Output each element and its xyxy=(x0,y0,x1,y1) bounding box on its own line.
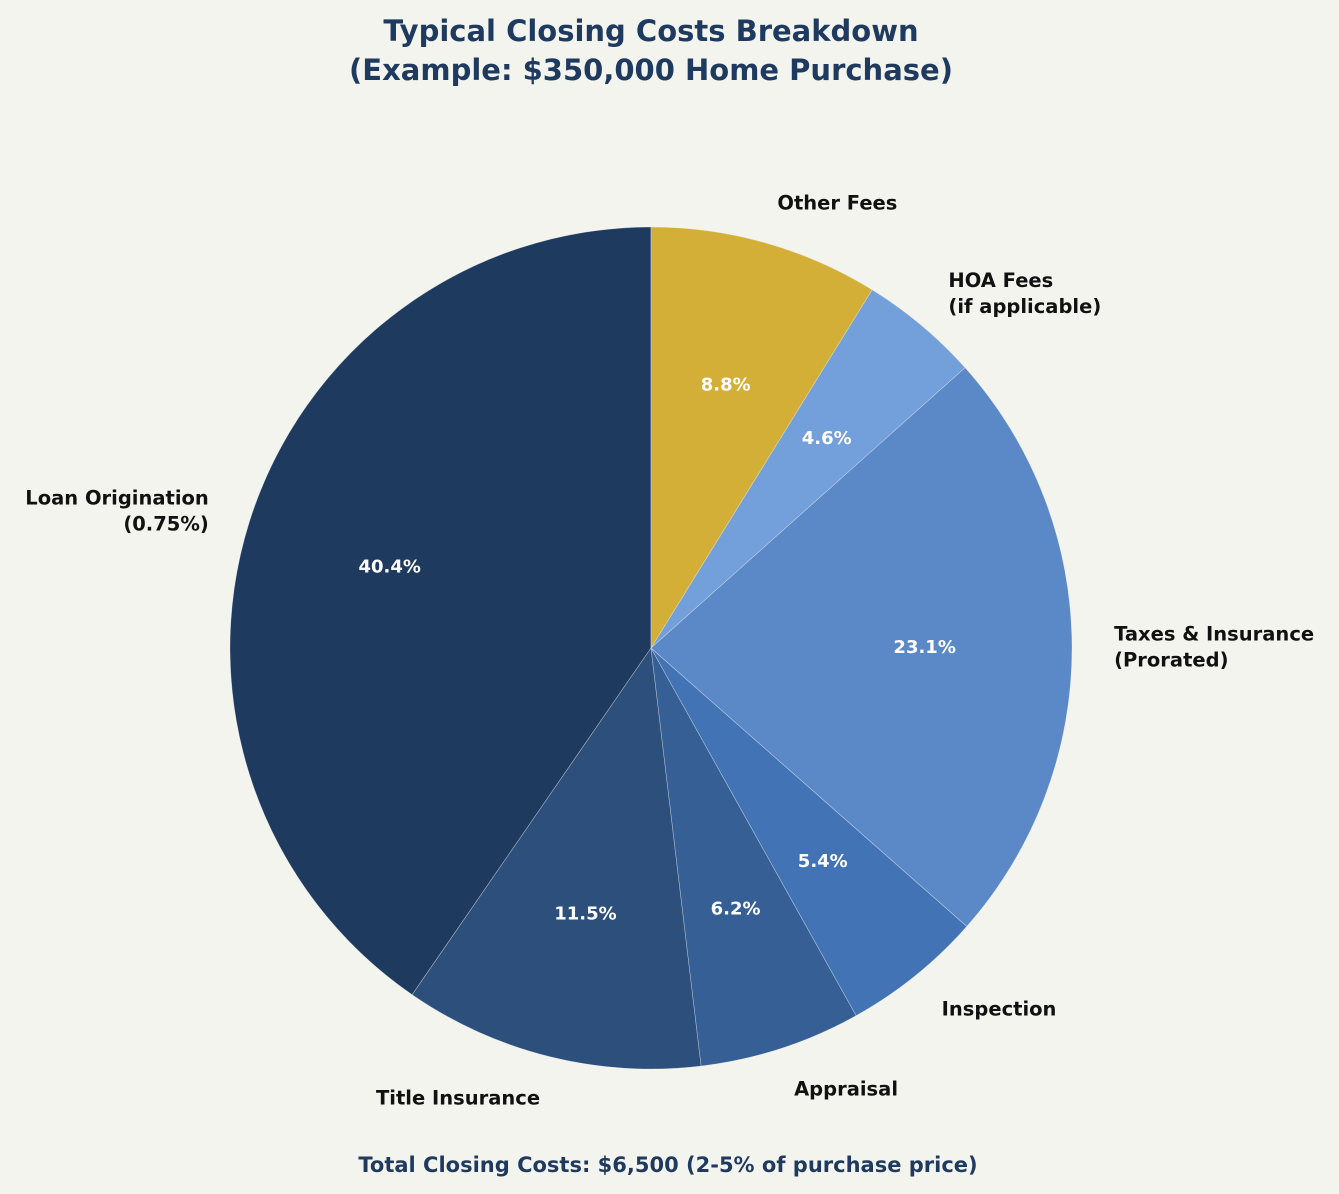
chart-title-line-1: Typical Closing Costs Breakdown xyxy=(383,14,918,48)
slice-category-label: Inspection xyxy=(942,998,1057,1021)
slice-label-line: HOA Fees xyxy=(948,269,1053,292)
pie-slice xyxy=(650,367,1073,927)
slice-category-label: Loan Origination (0.75%) xyxy=(25,486,209,535)
slice-label-line: Other Fees xyxy=(777,191,897,214)
pie-slices xyxy=(229,226,1073,1070)
slice-category-label: Other Fees xyxy=(777,191,897,214)
slice-label-line: Inspection xyxy=(942,998,1057,1021)
pie-slice xyxy=(229,226,652,996)
slice-category-label: HOA Fees (if applicable) xyxy=(948,269,1101,318)
pie-slice xyxy=(650,647,857,1067)
chart-footer: Total Closing Costs: $6,500 (2-5% of pur… xyxy=(358,1153,977,1177)
slice-percent-label: 4.6% xyxy=(802,428,852,449)
slice-percent-label: 5.4% xyxy=(798,851,848,872)
slice-label-line: Title Insurance xyxy=(376,1087,540,1110)
slice-category-label: Title Insurance xyxy=(376,1087,540,1110)
slice-percent-label: 8.8% xyxy=(701,375,751,396)
slice-label-line: Taxes & Insurance xyxy=(1114,623,1314,646)
pie-slice xyxy=(650,647,968,1017)
slice-percent-label: 40.4% xyxy=(358,557,420,578)
chart-title-line-2: (Example: $350,000 Home Purchase) xyxy=(349,53,953,87)
slice-label-line: Appraisal xyxy=(794,1077,898,1100)
pie-slice xyxy=(411,647,702,1070)
slice-category-label: Appraisal xyxy=(794,1077,898,1100)
slice-percent-label: 6.2% xyxy=(711,898,761,919)
pie-slice xyxy=(650,226,873,650)
pie-labels: 40.4% Loan Origination (0.75%) 11.5% Title I… xyxy=(25,191,1314,1109)
slice-percent-label: 23.1% xyxy=(893,637,955,658)
slice-label-line: Loan Origination xyxy=(25,486,209,509)
slice-label-line: (0.75%) xyxy=(123,512,208,535)
slice-label-line: (if applicable) xyxy=(948,295,1101,318)
slice-category-label: Taxes & Insurance (Prorated) xyxy=(1114,623,1314,672)
slice-label-line: (Prorated) xyxy=(1114,649,1228,672)
slice-percent-label: 11.5% xyxy=(554,904,616,925)
